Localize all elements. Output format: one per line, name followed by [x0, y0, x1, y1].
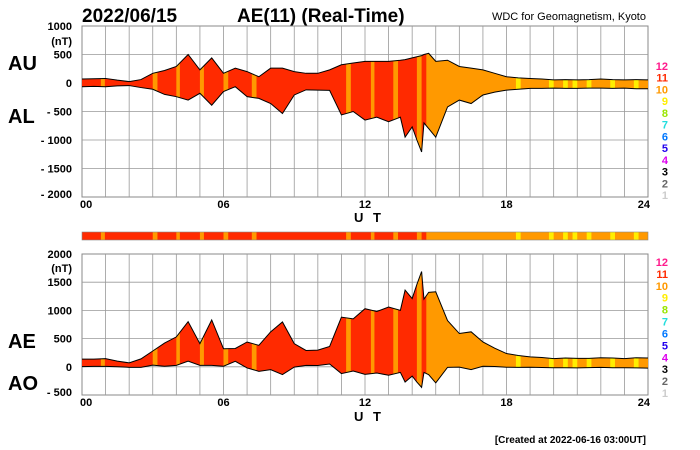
- legend-item-12: 12: [656, 257, 668, 269]
- source-label: WDC for Geomagnetism, Kyoto: [492, 11, 646, 23]
- y-tick-label: - 2000: [41, 189, 72, 201]
- legend-item-10: 10: [656, 84, 668, 96]
- band-segment: [223, 232, 229, 240]
- top-unit-label: (nT): [51, 36, 72, 48]
- band-segment: [346, 271, 351, 388]
- band-segment: [100, 232, 105, 240]
- legend-item-2: 2: [662, 376, 668, 388]
- band-segment: [393, 53, 399, 152]
- legend-item-9: 9: [662, 96, 668, 108]
- x-tick-label: 12: [359, 199, 371, 211]
- x-tick-label: 00: [80, 397, 92, 409]
- legend-item-12: 12: [656, 61, 668, 73]
- y-tick-label: 1500: [48, 277, 72, 289]
- x-tick-label: 24: [638, 199, 651, 211]
- x-tick-label: 06: [217, 199, 229, 211]
- legend-item-8: 8: [662, 108, 668, 120]
- band-segment: [152, 232, 158, 240]
- au-line: [81, 52, 649, 83]
- legend-item-1: 1: [662, 190, 668, 202]
- y-tick-label: - 500: [47, 107, 72, 119]
- panel-au-al: 1000 500 0 - 500 - 1000 - 1500 - 2000 00 06 12 18 2…: [41, 21, 651, 211]
- y-tick-label: - 500: [47, 387, 72, 399]
- legend-item-8: 8: [662, 305, 668, 317]
- band-segment: [251, 232, 257, 240]
- y-tick-label: - 1500: [41, 164, 72, 176]
- band-segment: [346, 53, 351, 152]
- legend-item-10: 10: [656, 281, 668, 293]
- legend-item-4: 4: [662, 352, 669, 364]
- legend-item-3: 3: [662, 167, 668, 179]
- ae-line: [82, 271, 649, 364]
- band-segment: [548, 232, 554, 240]
- band-segment: [572, 232, 578, 240]
- au-label: AU: [8, 53, 37, 75]
- band-segment: [346, 232, 351, 240]
- band-segment: [515, 232, 521, 240]
- x-tick-label: 18: [500, 397, 512, 409]
- band-segment: [563, 232, 568, 240]
- legend-item-6: 6: [662, 131, 668, 143]
- y-tick-label: 0: [66, 362, 72, 374]
- legend-item-11: 11: [656, 73, 668, 85]
- x-tick-label: 24: [638, 397, 651, 409]
- band-segment: [610, 232, 615, 240]
- band-segment: [393, 232, 399, 240]
- legend-item-5: 5: [662, 143, 668, 155]
- bottom-x-label: U T: [354, 409, 384, 424]
- legend-item-5: 5: [662, 340, 668, 352]
- ao-label: AO: [8, 373, 38, 395]
- y-tick-label: 1000: [48, 21, 72, 33]
- band-segment: [370, 53, 375, 152]
- band-segment: [199, 232, 204, 240]
- al-label: AL: [8, 106, 35, 128]
- y-tick-label: 1000: [48, 305, 72, 317]
- band-segment: [370, 271, 375, 388]
- top-x-label: U T: [354, 210, 384, 225]
- al-line: [81, 85, 648, 153]
- band-segment: [416, 53, 422, 152]
- legend-item-3: 3: [662, 364, 668, 376]
- x-tick-label: 06: [217, 397, 229, 409]
- band-segment: [393, 271, 399, 388]
- station-color-bands: [82, 232, 648, 240]
- legend-item-7: 7: [662, 317, 668, 329]
- band-segment: [586, 232, 592, 240]
- band-segment: [633, 232, 639, 240]
- y-tick-label: - 1000: [41, 135, 72, 147]
- bottom-unit-label: (nT): [51, 263, 72, 275]
- band-segment: [370, 232, 375, 240]
- band-default: [82, 232, 648, 240]
- bar-border: [81, 231, 649, 241]
- ao-line: [81, 360, 649, 389]
- x-tick-label: 12: [359, 397, 371, 409]
- chart-title: AE(11) (Real-Time): [237, 6, 405, 27]
- created-timestamp: [Created at 2022-06-16 03:00UT]: [495, 435, 646, 446]
- y-tick-label: 0: [66, 78, 72, 90]
- x-tick-label: 00: [80, 199, 92, 211]
- band-segment: [176, 232, 180, 240]
- legend-item-6: 6: [662, 328, 668, 340]
- legend-item-11: 11: [656, 269, 668, 281]
- station-count-bar: [81, 231, 649, 241]
- band-segment: [416, 232, 422, 240]
- band-segment: [416, 271, 422, 388]
- legend-item-1: 1: [662, 388, 668, 400]
- date-title: 2022/06/15: [82, 6, 178, 27]
- legend-item-2: 2: [662, 178, 668, 190]
- legend-item-7: 7: [662, 120, 668, 132]
- band-segment: [426, 232, 648, 240]
- legend-item-9: 9: [662, 293, 668, 305]
- ae-label: AE: [8, 331, 36, 353]
- panel-ae-ao: 2000 1500 1000 500 0 - 500 00 06 12 18 24: [47, 249, 651, 409]
- y-tick-label: 500: [54, 50, 72, 62]
- x-tick-label: 18: [500, 199, 512, 211]
- y-tick-label: 2000: [48, 249, 72, 261]
- legend-item-4: 4: [662, 155, 669, 167]
- y-tick-label: 500: [54, 334, 72, 346]
